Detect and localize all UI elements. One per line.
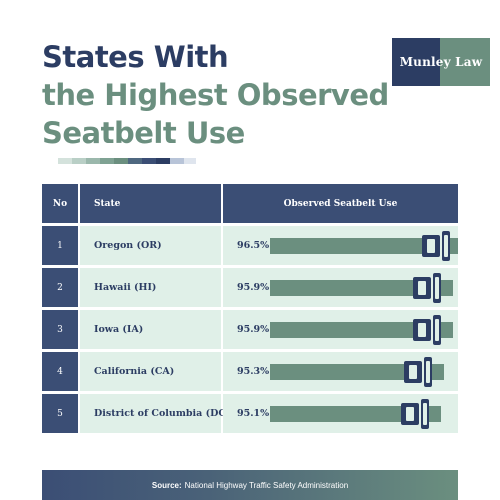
seatbelt-buckle-icon [413,273,453,303]
header-state: State [80,184,221,223]
row-state-name: Iowa (IA) [80,310,221,349]
title-line-2: the Highest Observed [42,78,389,112]
chart-title: States With the Highest Observed Seatbel… [42,38,389,152]
seatbelt-strap-bar [270,406,419,422]
title-line-3: Seatbelt Use [42,116,245,150]
seatbelt-strap-bar [270,322,431,338]
row-percentage: 95.9% [237,282,270,293]
row-percentage: 95.3% [237,366,270,377]
source-footer: Source: National Highway Traffic Safety … [42,470,458,500]
row-state-name: Oregon (OR) [80,226,221,265]
title-line-1: States With [42,40,229,74]
row-seatbelt-use: 95.9% [223,268,458,307]
source-text: National Highway Traffic Safety Administ… [184,480,349,490]
row-number: 3 [42,310,78,349]
row-seatbelt-use: 95.9% [223,310,458,349]
row-percentage: 95.1% [237,408,270,419]
seatbelt-strap-bar [270,280,431,296]
seatbelt-buckle-icon [404,357,444,387]
header-no: No [42,184,78,223]
seatbelt-buckle-icon [401,399,441,429]
table-row: 4 California (CA) 95.3% [42,352,458,391]
seatbelt-strap-bar [270,238,440,254]
row-number: 4 [42,352,78,391]
row-seatbelt-use: 96.5% [223,226,458,265]
row-seatbelt-use: 95.1% [223,394,458,433]
table-row: 3 Iowa (IA) 95.9% [42,310,458,349]
row-state-name: California (CA) [80,352,221,391]
header-observed-seatbelt-use: Observed Seatbelt Use [223,184,458,223]
seatbelt-strap-bar [270,364,422,380]
row-seatbelt-use: 95.3% [223,352,458,391]
table-row: 5 District of Columbia (DC) 95.1% [42,394,458,433]
row-number: 1 [42,226,78,265]
decorative-gradient-bar [58,158,196,164]
table-row: 1 Oregon (OR) 96.5% [42,226,458,265]
row-percentage: 96.5% [237,240,270,251]
row-percentage: 95.9% [237,324,270,335]
row-number: 5 [42,394,78,433]
source-label: Source: [151,480,182,490]
row-state-name: Hawaii (HI) [80,268,221,307]
seatbelt-buckle-icon [422,231,458,261]
table-row: 2 Hawaii (HI) 95.9% [42,268,458,307]
row-number: 2 [42,268,78,307]
logo-green-block [440,38,490,86]
row-state-name: District of Columbia (DC) [80,394,230,433]
seatbelt-buckle-icon [413,315,453,345]
munley-law-logo: Munley Law [392,38,490,86]
logo-navy-block [392,38,440,86]
logo-text: Munley Law [399,55,483,69]
